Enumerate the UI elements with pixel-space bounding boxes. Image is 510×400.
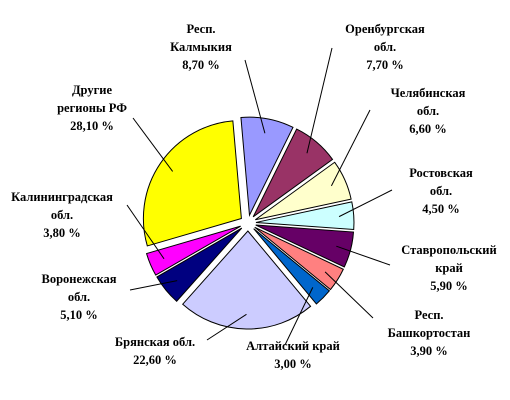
leader-line-9 — [126, 204, 165, 260]
leader-line-8 — [129, 280, 178, 291]
pie-slice-1 — [252, 128, 334, 218]
leader-line-2 — [330, 109, 371, 187]
pie-slice-2 — [255, 161, 352, 221]
leader-line-3 — [338, 189, 393, 218]
slice-labels: Респ. Калмыкия 8,70 % Оренбургская обл. 7,70 … — [11, 22, 497, 371]
leader-line-0 — [244, 59, 266, 134]
slice-label-4: Ставропольский край 5,90 % — [401, 243, 496, 293]
pie-slice-9 — [145, 225, 241, 276]
pie-slice-3 — [255, 201, 355, 230]
slice-label-8: Воронежская обл. 5,10 % — [42, 272, 117, 322]
pie-slices — [142, 116, 355, 330]
leader-line-10 — [132, 117, 174, 172]
leader-line-6 — [284, 287, 314, 346]
pie-slice-6 — [253, 228, 331, 305]
pie-slice-8 — [156, 227, 243, 302]
slice-label-0: Респ. Калмыкия 8,70 % — [170, 22, 232, 72]
leader-line-4 — [336, 245, 391, 266]
slice-label-5: Респ. Башкортостан 3,90 % — [388, 308, 471, 358]
leader-line-7 — [206, 313, 247, 341]
leader-line-1 — [306, 47, 333, 154]
leader-lines — [126, 47, 393, 346]
leader-line-5 — [324, 271, 374, 319]
slice-label-6: Алтайский край 3,00 % — [246, 339, 340, 371]
pie-slice-4 — [255, 224, 355, 268]
pie-slice-0 — [240, 116, 294, 217]
slice-label-7: Брянская обл. 22,60 % — [115, 335, 195, 367]
slice-label-9: Калининградская обл. 3,80 % — [11, 190, 113, 240]
slice-label-2: Челябинская обл. 6,60 % — [391, 86, 466, 136]
slice-label-3: Ростовская обл. 4,50 % — [409, 166, 473, 216]
pie-slice-10 — [142, 120, 242, 247]
slice-label-10: Другие регионы РФ 28,10 % — [57, 83, 127, 133]
pie-slice-5 — [254, 226, 344, 291]
slice-label-1: Оренбургская обл. 7,70 % — [345, 22, 425, 72]
